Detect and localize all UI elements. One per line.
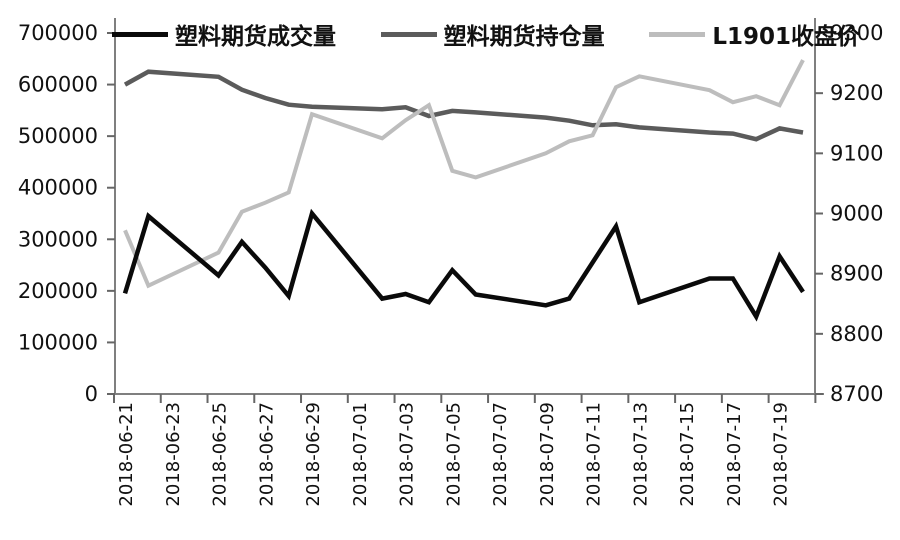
x-axis-tick-label: 2018-07-15 <box>677 402 698 507</box>
legend-label-volume: 塑料期货成交量 <box>175 24 336 50</box>
legend-item-open-interest: 塑料期货持仓量 <box>380 17 605 51</box>
volume-line-swatch-icon <box>112 31 168 37</box>
x-axis-tick-label: 2018-06-27 <box>256 402 277 507</box>
x-axis-tick-label: 2018-06-21 <box>116 402 137 507</box>
right-axis-tick-label: 8800 <box>830 322 883 346</box>
open-interest-series-line <box>123 69 804 142</box>
x-axis-tick-label: 2018-07-07 <box>490 402 511 507</box>
legend-label-close-price: L1901收盘价 <box>712 24 860 50</box>
legend-item-volume: 塑料期货成交量 <box>112 17 336 51</box>
x-axis-tick-label: 2018-07-09 <box>537 402 558 507</box>
volume-series-line <box>122 208 805 322</box>
chart-legend: 塑料期货成交量 塑料期货持仓量 L1901收盘价 <box>112 17 860 51</box>
left-axis-tick-label: 200000 <box>18 279 98 303</box>
left-axis-tick-label: 700000 <box>18 21 98 45</box>
x-axis-tick-label: 2018-07-05 <box>443 402 464 507</box>
right-axis-ticks: 9300 9200 9100 9000 8900 8800 8700 <box>815 21 883 406</box>
left-axis-tick-label: 500000 <box>18 124 98 148</box>
x-axis-tick-label: 2018-06-23 <box>163 402 184 507</box>
legend-item-close-price: L1901收盘价 <box>649 17 860 51</box>
close-price-series-line <box>123 59 805 289</box>
x-axis-tick-label: 2018-07-13 <box>630 402 651 507</box>
x-axis-tick-label: 2018-07-03 <box>397 402 418 507</box>
right-axis-tick-label: 9300 <box>830 21 883 45</box>
open-interest-line-swatch-icon <box>380 31 437 37</box>
right-axis-tick-label: 9000 <box>830 202 883 226</box>
left-axis-ticks: 700000 600000 500000 400000 300000 200000 1000… <box>18 21 115 406</box>
legend-label-open-interest: 塑料期货持仓量 <box>443 24 605 50</box>
axes <box>114 18 824 395</box>
right-axis-tick-label: 9200 <box>830 81 883 105</box>
x-axis-ticks: 2018-06-21 2018-06-23 2018-06-25 2018-06-27… <box>113 394 817 507</box>
x-axis-tick-label: 2018-06-29 <box>303 402 324 507</box>
left-axis-tick-label: 100000 <box>18 330 98 354</box>
close-price-line-swatch-icon <box>649 31 706 37</box>
right-axis-tick-label: 8900 <box>830 262 883 286</box>
left-axis-tick-label: 300000 <box>18 227 98 251</box>
x-axis-tick-label: 2018-07-01 <box>350 402 371 507</box>
left-axis-tick-label: 600000 <box>18 73 98 97</box>
right-axis-tick-label: 9100 <box>830 141 883 165</box>
right-axis-tick-label: 8700 <box>830 382 883 406</box>
x-axis-tick-label: 2018-07-11 <box>584 402 605 507</box>
x-axis-tick-label: 2018-07-19 <box>771 402 792 507</box>
left-axis-tick-label: 0 <box>85 382 98 406</box>
left-axis-tick-label: 400000 <box>18 176 98 200</box>
x-axis-tick-label: 2018-07-17 <box>724 402 745 507</box>
x-axis-tick-label: 2018-06-25 <box>210 402 231 507</box>
